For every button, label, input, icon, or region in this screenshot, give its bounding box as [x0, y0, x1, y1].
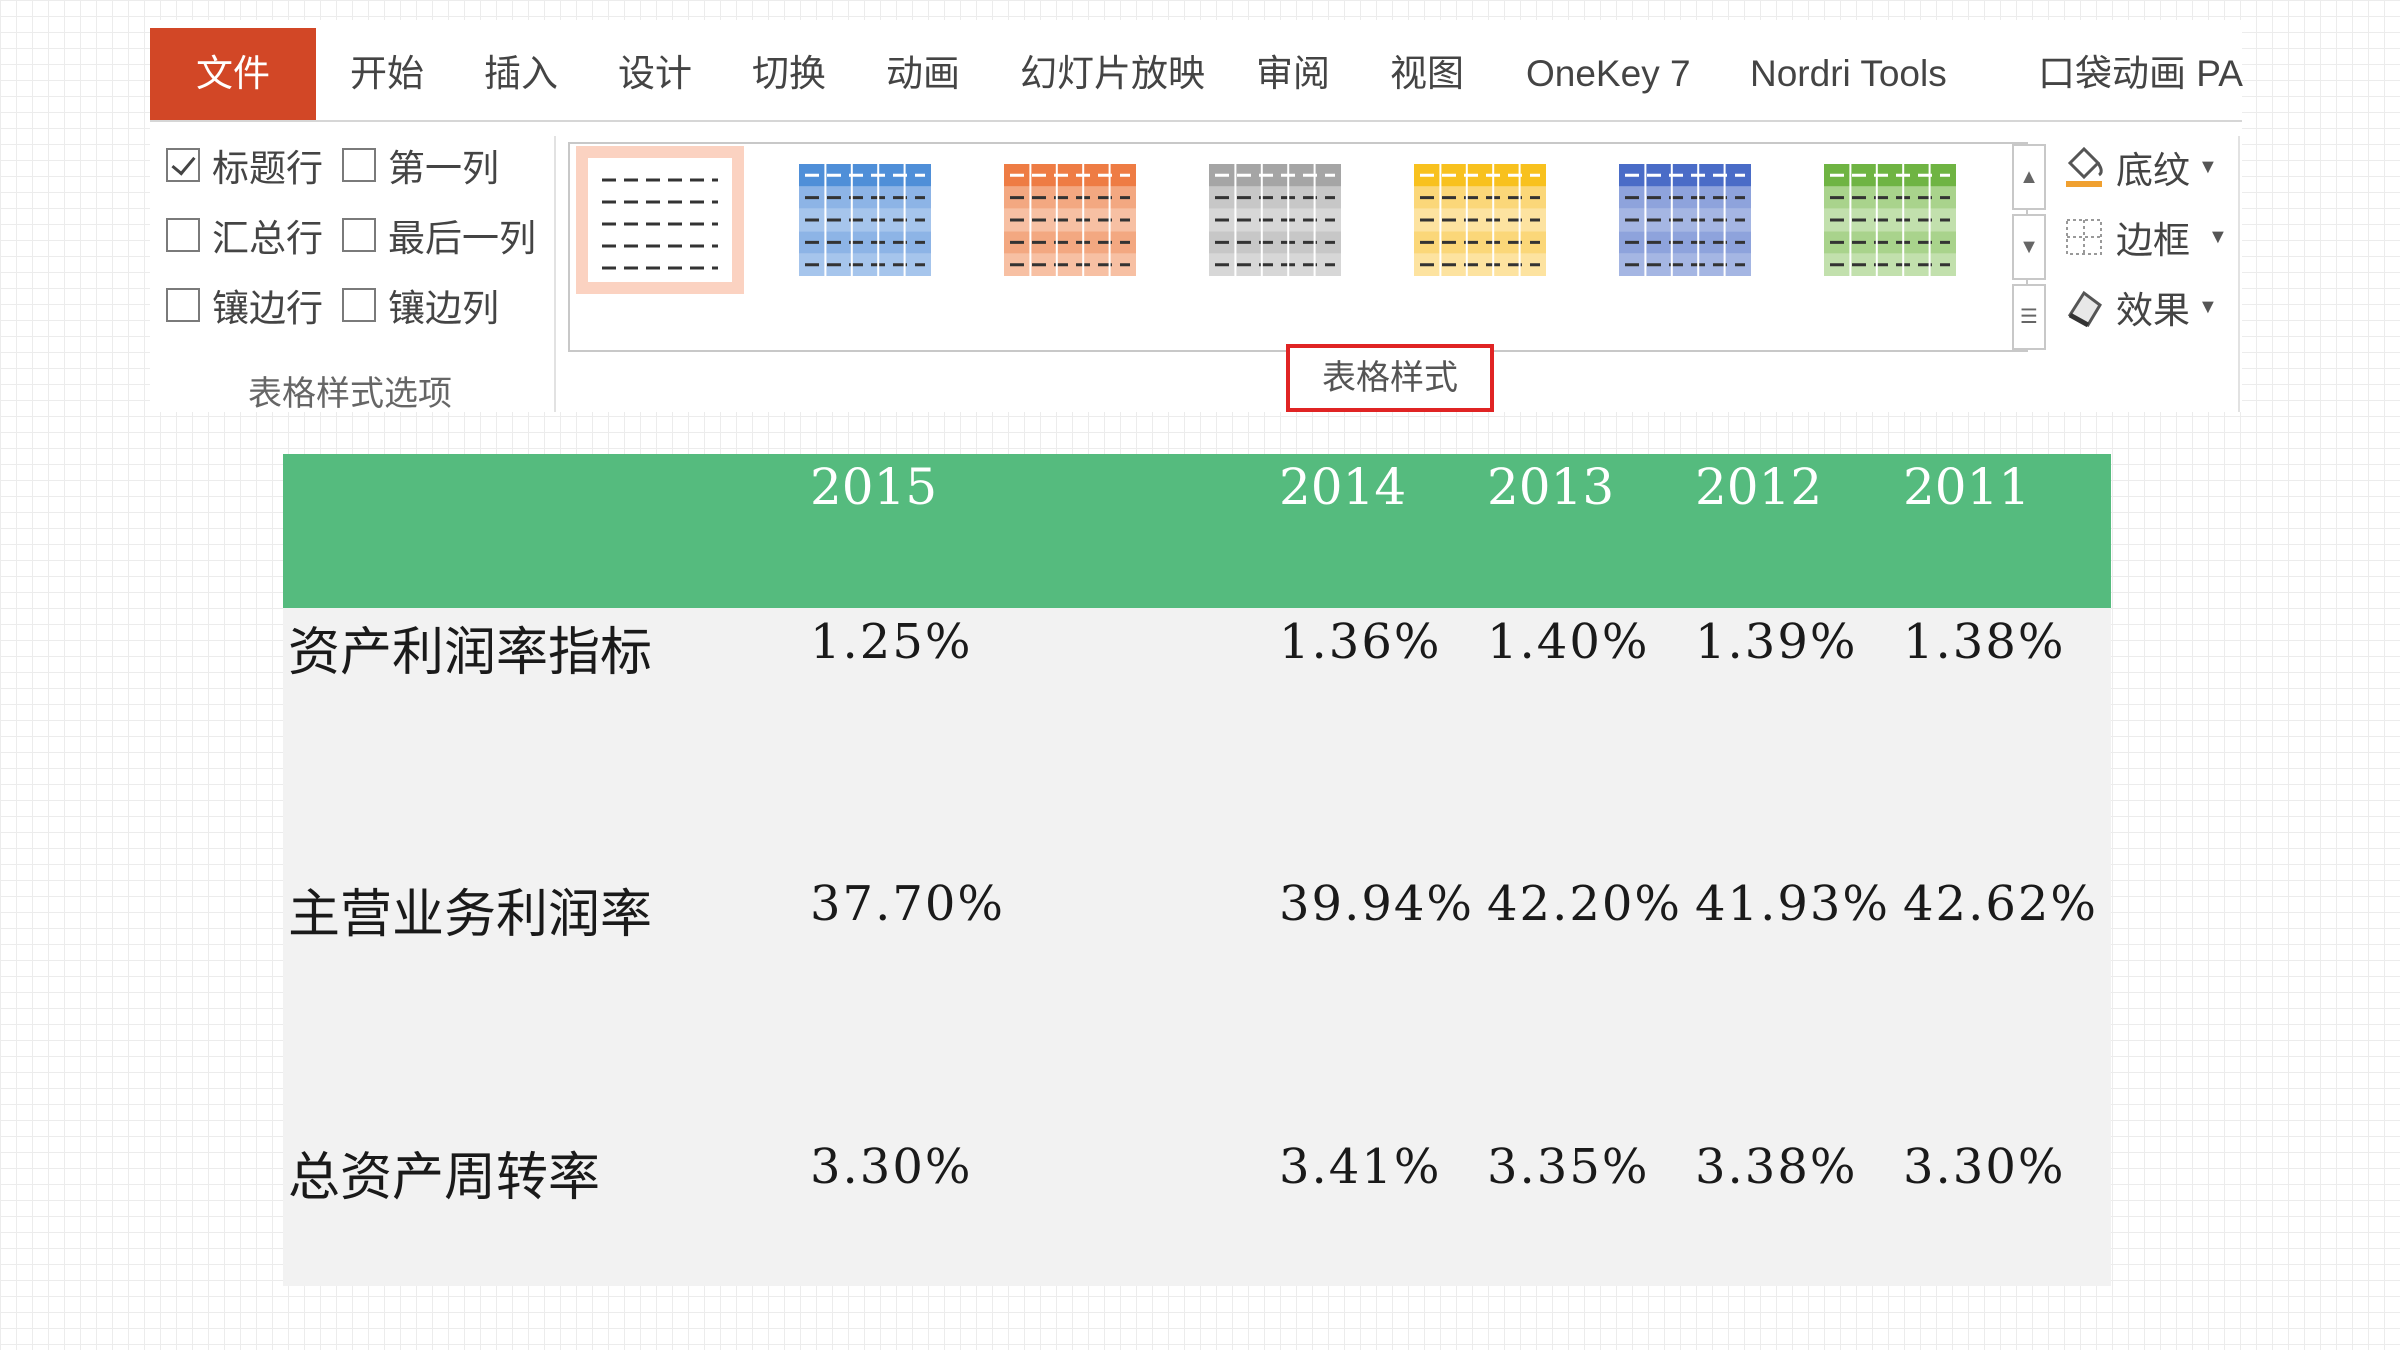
effects-icon — [2067, 290, 2102, 328]
table-cell: 1.25% — [810, 614, 973, 670]
gallery-scroll-up-icon[interactable]: ▲ — [2012, 144, 2046, 210]
option-banded-columns[interactable]: 镶边列 — [342, 280, 499, 330]
style-options-group-label: 表格样式选项 — [248, 375, 452, 413]
tab-design[interactable]: 设计 — [618, 53, 692, 94]
borders-button[interactable]: 边框 ▼ — [2062, 208, 2228, 266]
table-cell: 42.62% — [1903, 876, 2099, 932]
borders-label: 边框 — [2116, 220, 2190, 261]
table-cell: 39.94% — [1279, 876, 1475, 932]
table-cell: 1.36% — [1279, 614, 1442, 670]
banded-columns-checkbox[interactable] — [342, 288, 376, 322]
ribbon-tab-bar: 文件 开始 插入 设计 切换 动画 幻灯片放映 审阅 视图 OneKey 7 N… — [150, 28, 2243, 122]
chevron-down-icon: ▼ — [2198, 155, 2218, 178]
table-style-swatch-none[interactable] — [576, 146, 744, 294]
header-row-checkbox[interactable] — [166, 148, 200, 182]
financial-ratio-table: 2015 2014 2013 2012 2011 资产利润率指标 1.25% 1… — [283, 454, 2111, 1286]
table-style-swatch-green[interactable] — [1824, 164, 1956, 276]
table-style-swatch-blue[interactable] — [799, 164, 931, 276]
ribbon: 文件 开始 插入 设计 切换 动画 幻灯片放映 审阅 视图 OneKey 7 N… — [150, 20, 2243, 413]
group-separator — [554, 136, 556, 412]
first-column-label: 第一列 — [388, 148, 499, 189]
table-styles-group-label: 表格样式 — [1286, 344, 1494, 412]
tab-transitions[interactable]: 切换 — [752, 53, 826, 94]
table-cell: 3.30% — [1903, 1139, 2066, 1195]
year-header-2011: 2011 — [1903, 458, 2031, 516]
year-header-2013: 2013 — [1487, 458, 1615, 516]
row-label-operating-margin: 主营业务利润率 — [288, 885, 653, 945]
year-header-2014: 2014 — [1279, 458, 1407, 516]
shading-label: 底纹 — [2116, 150, 2190, 191]
shading-button[interactable]: 底纹 ▼ — [2062, 138, 2218, 196]
total-row-checkbox[interactable] — [166, 218, 200, 252]
total-row-label: 汇总行 — [212, 218, 323, 259]
tab-file[interactable]: 文件 — [150, 28, 316, 120]
table-style-swatch-gold[interactable] — [1414, 164, 1546, 276]
option-total-row[interactable]: 汇总行 — [166, 210, 323, 260]
row-label-asset-turnover: 总资产周转率 — [288, 1148, 601, 1208]
effects-label: 效果 — [2116, 290, 2190, 331]
option-header-row[interactable]: 标题行 — [166, 140, 323, 190]
chevron-down-icon: ▼ — [2198, 295, 2218, 318]
tab-home[interactable]: 开始 — [350, 53, 424, 94]
tab-onekey[interactable]: OneKey 7 — [1526, 53, 1691, 94]
tab-insert[interactable]: 插入 — [484, 53, 558, 94]
row-label-return-on-assets: 资产利润率指标 — [288, 623, 653, 683]
table-cell: 1.40% — [1487, 614, 1650, 670]
chevron-down-icon: ▼ — [2208, 225, 2228, 248]
tab-slideshow[interactable]: 幻灯片放映 — [1020, 53, 1205, 94]
table-style-swatch-orange[interactable] — [1004, 164, 1136, 276]
border-grid-icon — [2066, 219, 2102, 255]
table-cell: 41.93% — [1695, 876, 1891, 932]
option-banded-rows[interactable]: 镶边行 — [166, 280, 323, 330]
option-first-column[interactable]: 第一列 — [342, 140, 499, 190]
gallery-more-icon[interactable]: ☰ — [2012, 284, 2046, 350]
table-cell: 3.38% — [1695, 1139, 1858, 1195]
year-header-2015: 2015 — [810, 458, 938, 516]
option-last-column[interactable]: 最后一列 — [342, 210, 536, 260]
year-header-2012: 2012 — [1695, 458, 1823, 516]
tab-animations[interactable]: 动画 — [886, 53, 960, 94]
table-cell: 1.38% — [1903, 614, 2066, 670]
banded-rows-label: 镶边行 — [212, 288, 323, 329]
last-column-checkbox[interactable] — [342, 218, 376, 252]
group-separator — [2238, 136, 2240, 412]
table-header-row: 2015 2014 2013 2012 2011 — [283, 454, 2111, 608]
tab-pocket-animation[interactable]: 口袋动画 PA — [2038, 53, 2243, 94]
paint-bucket-icon — [2066, 146, 2103, 187]
banded-columns-label: 镶边列 — [388, 288, 499, 329]
table-cell: 3.30% — [810, 1139, 973, 1195]
first-column-checkbox[interactable] — [342, 148, 376, 182]
style-swatches — [576, 146, 1956, 294]
table-cell: 3.41% — [1279, 1139, 1442, 1195]
tab-view[interactable]: 视图 — [1390, 53, 1464, 94]
effects-button[interactable]: 效果 ▼ — [2062, 278, 2218, 336]
table-cell: 42.20% — [1487, 876, 1683, 932]
table-style-swatch-darkblue[interactable] — [1619, 164, 1751, 276]
table-cell: 1.39% — [1695, 614, 1858, 670]
table-cell: 37.70% — [810, 876, 1006, 932]
last-column-label: 最后一列 — [388, 218, 536, 259]
tab-review[interactable]: 审阅 — [1256, 53, 1330, 94]
header-row-label: 标题行 — [212, 148, 323, 189]
table-style-swatch-gray[interactable] — [1209, 164, 1341, 276]
tab-nordri-tools[interactable]: Nordri Tools — [1750, 53, 1947, 94]
table-cell: 3.35% — [1487, 1139, 1650, 1195]
banded-rows-checkbox[interactable] — [166, 288, 200, 322]
table-style-gallery — [568, 142, 2028, 352]
gallery-scroll-down-icon[interactable]: ▼ — [2012, 214, 2046, 280]
